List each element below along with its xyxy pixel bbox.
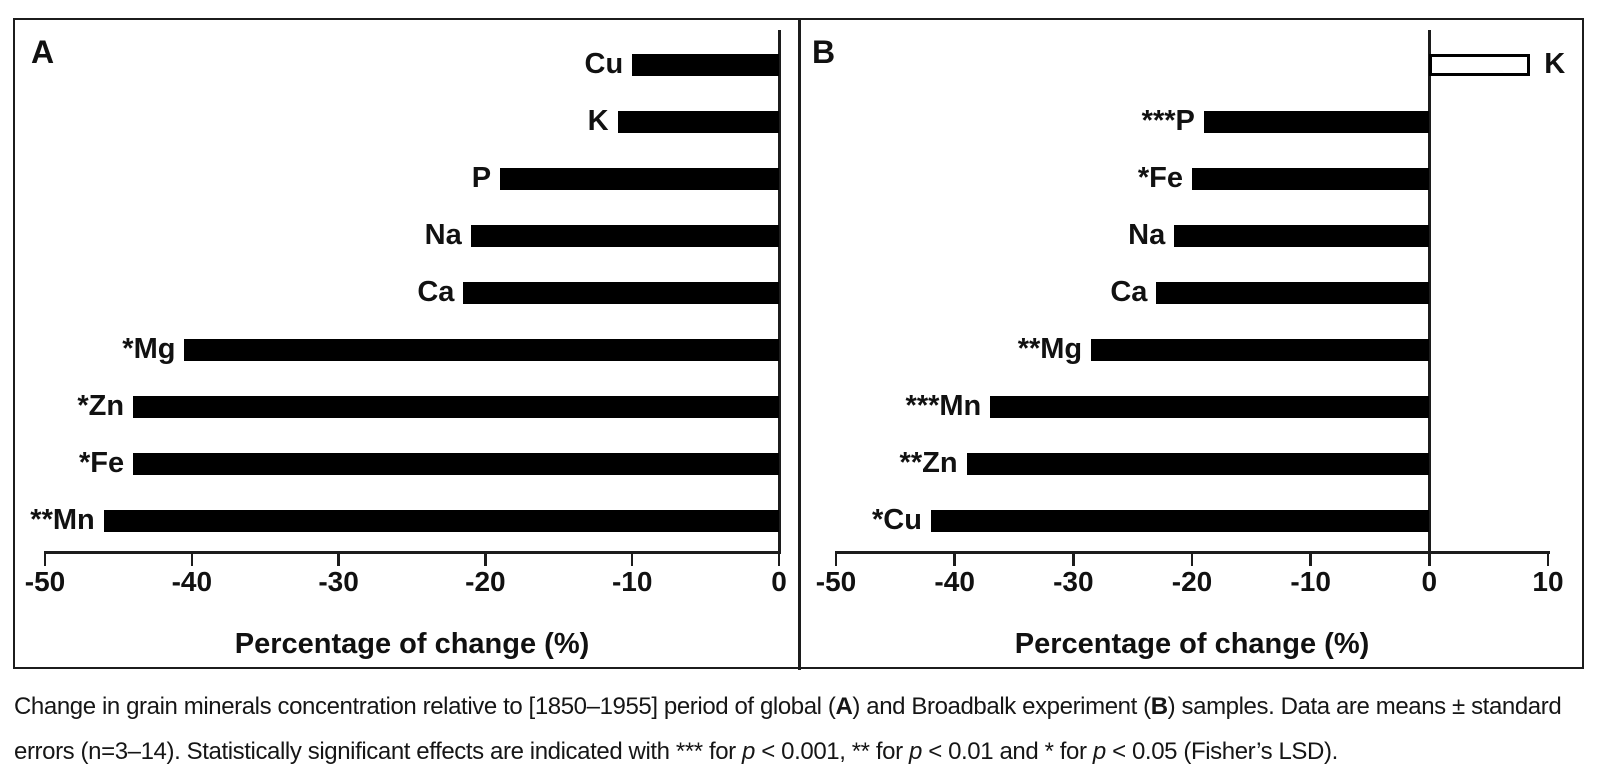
bar-label-zn: *Zn <box>77 390 125 422</box>
x-tick-label--20: -20 <box>465 566 506 597</box>
bar-label-fe: *Fe <box>1137 162 1183 194</box>
x-tick-label--50: -50 <box>24 566 66 597</box>
caption-text: < 0.01 and * for <box>921 738 1093 765</box>
x-tick-label-0: 0 <box>1421 566 1438 597</box>
caption-text: ) and Broadbalk experiment ( <box>852 693 1151 720</box>
bar-label-mn: ***Mn <box>905 390 982 422</box>
caption-text: < 0.001, ** for <box>755 738 909 765</box>
bar-label-mn: **Mn <box>30 504 95 536</box>
x-axis-title: Percentage of change (%) <box>1014 628 1370 660</box>
bar-label-ca: Ca <box>1110 276 1148 308</box>
zero-axis-line <box>1427 30 1431 554</box>
x-axis-tick <box>1309 551 1312 566</box>
bar-p <box>500 168 779 190</box>
bar-zn <box>133 396 779 418</box>
x-axis-tick <box>1546 551 1550 566</box>
caption-text: Change in grain minerals concentration r… <box>14 693 836 720</box>
bar-label-p: P <box>471 162 492 194</box>
bar-label-cu: *Cu <box>871 504 922 536</box>
bar-cu <box>930 510 1430 532</box>
bar-mg <box>1091 339 1430 361</box>
bar-fe <box>1192 168 1430 190</box>
x-axis-title: Percentage of change (%) <box>234 628 590 660</box>
bar-cu <box>632 54 779 76</box>
bar-zn <box>966 453 1430 475</box>
figure-caption: Change in grain minerals concentration r… <box>14 684 1562 774</box>
bar-label-cu: Cu <box>584 48 624 80</box>
bar-label-mg: *Mg <box>122 333 176 365</box>
x-axis-tick <box>777 551 781 566</box>
caption-text: errors (n=3–14). Statistically significa… <box>14 738 743 765</box>
x-tick-label--10: -10 <box>1290 566 1331 597</box>
x-axis-tick <box>484 551 487 566</box>
bar-mg <box>184 339 779 361</box>
caption-text: p <box>742 738 755 765</box>
caption-text: < 0.05 (Fisher’s LSD). <box>1105 738 1338 765</box>
x-tick-label--10: -10 <box>611 566 653 597</box>
caption-text: p <box>1092 738 1106 765</box>
bar-na <box>470 225 779 247</box>
x-axis-line <box>43 551 781 554</box>
bar-label-ca: Ca <box>417 276 455 308</box>
bar-label-k: K <box>587 105 609 137</box>
bar-label-fe: *Fe <box>78 447 125 479</box>
x-tick-label--30: -30 <box>318 566 359 597</box>
x-tick-label--40: -40 <box>171 566 213 597</box>
x-tick-label--40: -40 <box>934 566 975 597</box>
bar-label-k: K <box>1544 48 1566 80</box>
bar-mn <box>990 396 1430 418</box>
panel-label-a: A <box>31 34 55 70</box>
bar-label-p: ***P <box>1141 105 1195 137</box>
x-axis-tick <box>43 551 47 566</box>
x-tick-label-0: 0 <box>771 566 787 597</box>
bar-k <box>617 111 779 133</box>
bar-ca <box>463 282 779 304</box>
x-axis-tick <box>1190 551 1194 566</box>
panel-label-b: B <box>812 34 836 70</box>
x-tick-label--50: -50 <box>815 566 857 597</box>
x-axis-tick <box>1072 551 1075 566</box>
caption-text: B <box>1150 693 1168 720</box>
caption-text: A <box>835 693 853 720</box>
bar-label-mg: **Mg <box>1017 333 1083 365</box>
x-axis-tick <box>1428 551 1431 566</box>
caption-line: Change in grain minerals concentration r… <box>14 684 1562 729</box>
bar-ca <box>1156 282 1430 304</box>
panel-divider <box>798 18 801 670</box>
x-axis-tick <box>337 551 340 566</box>
x-axis-tick <box>190 551 194 566</box>
bar-p <box>1203 111 1430 133</box>
bar-na <box>1174 225 1430 247</box>
caption-text: ) samples. Data are means ± standard <box>1167 693 1562 720</box>
x-axis-tick <box>953 551 956 566</box>
bar-label-zn: **Zn <box>899 447 958 479</box>
x-tick-label--30: -30 <box>1053 566 1094 597</box>
bar-label-na: Na <box>1128 219 1166 251</box>
bar-fe <box>133 453 779 475</box>
bar-mn <box>103 510 779 532</box>
bar-k <box>1429 54 1531 76</box>
caption-text: p <box>908 738 922 765</box>
bar-label-na: Na <box>424 219 462 251</box>
x-tick-label-10: 10 <box>1532 566 1564 597</box>
x-axis-tick <box>834 551 838 566</box>
zero-axis-line <box>777 30 781 554</box>
x-tick-label--20: -20 <box>1171 566 1213 597</box>
x-axis-tick <box>630 551 634 566</box>
caption-line: errors (n=3–14). Statistically significa… <box>14 729 1561 774</box>
